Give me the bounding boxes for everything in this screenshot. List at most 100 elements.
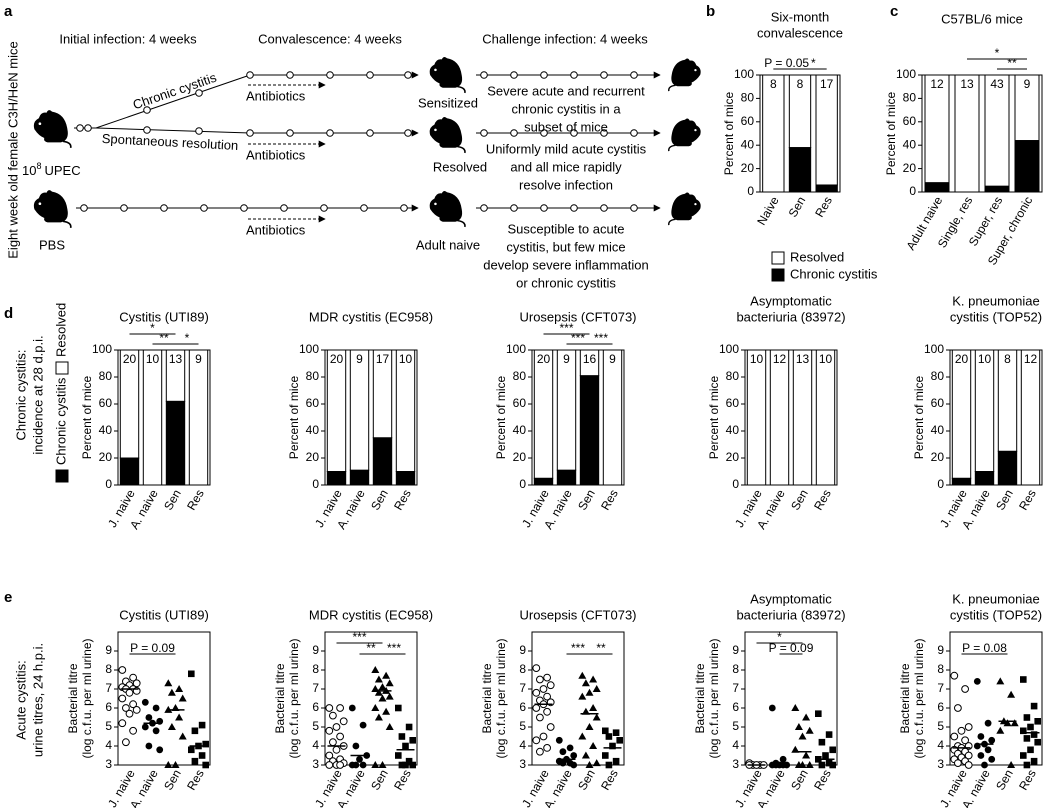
timepoint bbox=[84, 124, 92, 132]
data-point bbox=[141, 698, 149, 706]
y-tick-label: 8 bbox=[732, 662, 739, 676]
bar-segment bbox=[746, 349, 767, 486]
data-point bbox=[1007, 690, 1016, 698]
bar-segment bbox=[788, 147, 812, 193]
side-label: Eight week old female C3H/HeN mice bbox=[5, 41, 20, 258]
timepoint bbox=[510, 71, 518, 79]
timepoint bbox=[195, 89, 203, 97]
data-point bbox=[336, 732, 345, 741]
y-tick-label: 8 bbox=[312, 662, 319, 676]
y-tick-label: 40 bbox=[931, 423, 945, 437]
data-point bbox=[398, 733, 406, 740]
y-tick-label: 40 bbox=[741, 137, 755, 151]
data-point bbox=[385, 679, 394, 687]
data-point bbox=[791, 704, 800, 711]
data-point bbox=[385, 723, 394, 730]
data-point bbox=[805, 761, 814, 768]
data-point bbox=[336, 704, 345, 712]
significance-label: * bbox=[995, 46, 1000, 60]
significance-label: P = 0.08 bbox=[962, 641, 1007, 655]
bar-segment bbox=[769, 349, 790, 486]
data-point bbox=[171, 761, 180, 768]
bar-segment bbox=[349, 349, 370, 471]
data-point bbox=[178, 732, 187, 740]
data-point bbox=[802, 751, 811, 759]
timepoint bbox=[326, 129, 334, 137]
data-point bbox=[957, 726, 966, 735]
y-tick-label: 100 bbox=[734, 67, 754, 81]
data-point bbox=[532, 688, 541, 697]
data-point bbox=[175, 713, 184, 721]
y-tick-label: 3 bbox=[105, 757, 112, 771]
timepoint bbox=[143, 126, 151, 134]
bar-segment bbox=[579, 375, 600, 486]
plot-frame bbox=[921, 74, 1043, 193]
data-point bbox=[118, 666, 127, 674]
data-point bbox=[818, 761, 826, 769]
data-point bbox=[578, 671, 587, 679]
legend-label: Chronic cystitis bbox=[53, 377, 68, 465]
data-point bbox=[178, 694, 187, 702]
y-tick-label: 40 bbox=[306, 423, 320, 437]
data-point bbox=[1020, 752, 1027, 759]
count-label: 8 bbox=[1004, 352, 1011, 366]
y-tick-label: 9 bbox=[937, 643, 944, 657]
y-tick-label: 6 bbox=[105, 700, 112, 714]
x-tick-label: Sen bbox=[786, 194, 809, 219]
data-point bbox=[402, 742, 409, 750]
bar-segment bbox=[372, 437, 393, 486]
timepoint bbox=[404, 129, 412, 137]
data-point bbox=[125, 709, 134, 718]
legend-label: Chronic cystitis bbox=[790, 266, 878, 281]
timepoint bbox=[404, 71, 412, 79]
y-tick-label: 8 bbox=[937, 662, 944, 676]
timepoint bbox=[630, 204, 638, 212]
bar-segment bbox=[556, 469, 577, 486]
count-label: 9 bbox=[563, 352, 570, 366]
phase-label: Initial infection: 4 weeks bbox=[59, 31, 197, 46]
chart-title: bacteriuria (83972) bbox=[736, 607, 845, 622]
plot-frame bbox=[949, 631, 1043, 766]
plot-frame bbox=[531, 631, 625, 766]
data-point bbox=[371, 761, 380, 768]
data-point bbox=[609, 742, 616, 750]
y-tick-label: 40 bbox=[726, 423, 740, 437]
data-point bbox=[188, 670, 195, 678]
timepoint bbox=[120, 204, 128, 212]
significance-label: *** bbox=[387, 641, 401, 655]
y-tick-label: 3 bbox=[519, 757, 526, 771]
count-label: 10 bbox=[819, 352, 833, 366]
data-point bbox=[581, 679, 590, 687]
branch-label: Spontaneous resolution bbox=[101, 131, 238, 153]
y-axis-label: Bacterial titre bbox=[273, 663, 287, 733]
count-label: 9 bbox=[609, 352, 616, 366]
data-point bbox=[954, 759, 962, 767]
y-tick-label: 9 bbox=[312, 643, 319, 657]
data-point bbox=[1034, 718, 1041, 725]
y-tick-label: 0 bbox=[747, 184, 754, 198]
data-point bbox=[382, 671, 391, 679]
y-tick-label: 6 bbox=[519, 700, 526, 714]
row-label: incidence at 28 d.p.i. bbox=[30, 335, 45, 454]
data-point bbox=[122, 704, 130, 712]
treatment-label: Antibiotics bbox=[246, 222, 306, 237]
bar-segment bbox=[142, 349, 163, 486]
y-tick-label: 7 bbox=[937, 681, 944, 695]
significance-label: P = 0.09 bbox=[130, 641, 175, 655]
timepoint bbox=[366, 71, 374, 79]
data-point bbox=[977, 752, 985, 759]
significance-label: *** bbox=[571, 641, 585, 655]
count-label: 20 bbox=[330, 352, 344, 366]
timepoint bbox=[630, 129, 638, 137]
data-point bbox=[984, 746, 992, 754]
data-point bbox=[395, 704, 402, 712]
data-point bbox=[1034, 738, 1041, 746]
chart-title: MDR cystitis (EC958) bbox=[309, 607, 433, 622]
plot-frame bbox=[117, 349, 211, 486]
data-point bbox=[981, 761, 988, 769]
bar-segment bbox=[974, 471, 995, 486]
chart-title: Cystitis (UTI89) bbox=[119, 309, 209, 324]
chart-title: MDR cystitis (EC958) bbox=[309, 309, 433, 324]
plot-frame bbox=[744, 349, 838, 486]
